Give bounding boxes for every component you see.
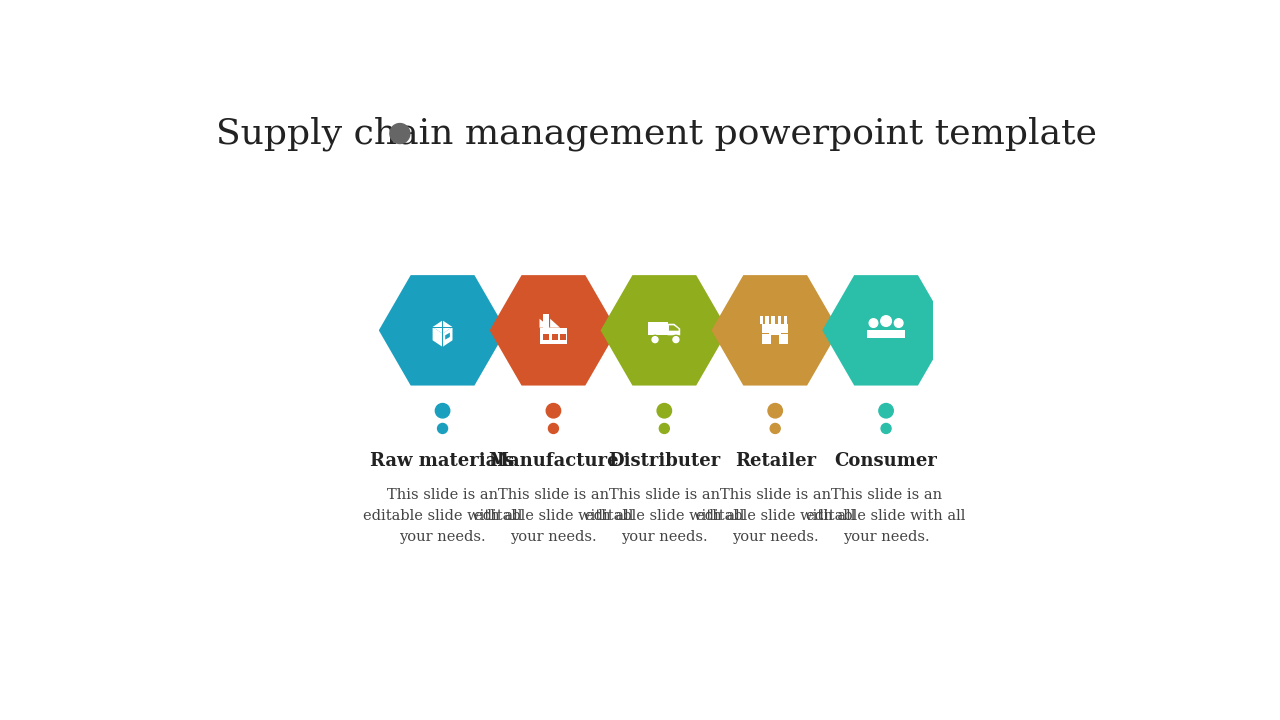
FancyBboxPatch shape (762, 324, 788, 344)
Polygon shape (379, 275, 507, 385)
FancyBboxPatch shape (648, 322, 668, 336)
FancyArrow shape (703, 323, 732, 338)
Text: Distributer: Distributer (608, 452, 721, 470)
FancyBboxPatch shape (787, 316, 790, 324)
Polygon shape (668, 324, 680, 336)
Circle shape (881, 423, 891, 433)
Circle shape (390, 124, 410, 143)
Polygon shape (892, 330, 905, 338)
Text: This slide is an
editable slide with all
your needs.: This slide is an editable slide with all… (474, 488, 634, 544)
Text: Manufacture: Manufacture (488, 452, 618, 470)
Text: This slide is an
editable slide with all
your needs.: This slide is an editable slide with all… (362, 488, 522, 544)
Text: This slide is an
editable slide with all
your needs.: This slide is an editable slide with all… (695, 488, 855, 544)
Text: Retailer: Retailer (735, 452, 815, 470)
Circle shape (672, 336, 680, 344)
FancyBboxPatch shape (561, 333, 566, 341)
FancyBboxPatch shape (539, 328, 567, 344)
Polygon shape (822, 275, 950, 385)
Circle shape (771, 423, 781, 433)
FancyBboxPatch shape (544, 333, 549, 341)
Circle shape (659, 423, 669, 433)
FancyBboxPatch shape (781, 316, 783, 324)
Polygon shape (600, 275, 728, 385)
Circle shape (869, 319, 878, 328)
Circle shape (438, 423, 448, 433)
Polygon shape (443, 327, 453, 347)
Text: Consumer: Consumer (835, 452, 937, 470)
Circle shape (547, 403, 561, 418)
Text: This slide is an
editable slide with all
your needs.: This slide is an editable slide with all… (806, 488, 966, 544)
Polygon shape (539, 319, 567, 328)
Circle shape (548, 423, 558, 433)
FancyBboxPatch shape (552, 333, 558, 341)
Polygon shape (433, 320, 453, 333)
Circle shape (652, 337, 658, 343)
FancyBboxPatch shape (776, 316, 777, 324)
Circle shape (895, 319, 902, 328)
Circle shape (768, 403, 782, 418)
Circle shape (673, 337, 678, 343)
Polygon shape (669, 325, 678, 330)
FancyBboxPatch shape (760, 316, 791, 324)
FancyArrow shape (481, 323, 511, 338)
FancyArrow shape (591, 323, 622, 338)
Polygon shape (712, 275, 838, 385)
Text: Supply chain management powerpoint template: Supply chain management powerpoint templ… (215, 116, 1097, 150)
Polygon shape (490, 275, 617, 385)
Circle shape (650, 336, 659, 344)
Polygon shape (433, 327, 443, 347)
FancyBboxPatch shape (544, 315, 549, 328)
Circle shape (657, 403, 672, 418)
FancyArrow shape (814, 323, 844, 338)
Circle shape (879, 403, 893, 418)
Polygon shape (879, 330, 893, 338)
Circle shape (881, 316, 891, 326)
FancyBboxPatch shape (769, 316, 772, 324)
Polygon shape (867, 330, 879, 338)
Polygon shape (445, 333, 449, 340)
Circle shape (435, 403, 449, 418)
FancyBboxPatch shape (763, 316, 765, 324)
Text: Raw materials: Raw materials (370, 452, 515, 470)
FancyBboxPatch shape (772, 335, 780, 344)
Text: This slide is an
editable slide with all
your needs.: This slide is an editable slide with all… (585, 488, 744, 544)
